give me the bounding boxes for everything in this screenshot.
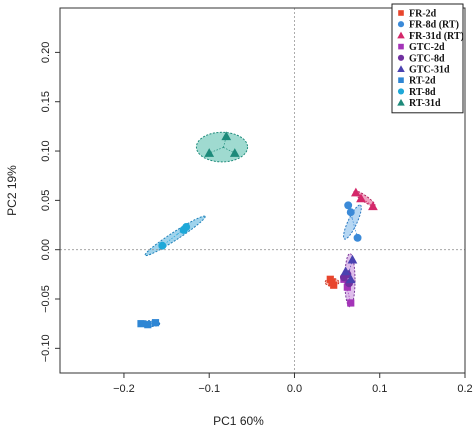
axes: −0.2 −0.1 0.0 0.1 0.2 −0.10 −0.05 0.00 0.05 0.10 0… xyxy=(5,7,473,428)
point-gtc-31d xyxy=(345,274,356,284)
point-gtc-31d xyxy=(340,266,351,276)
point-rt-2d xyxy=(151,319,160,327)
data-points xyxy=(137,131,378,329)
connector-rt-31d xyxy=(223,147,235,154)
legend-label-gtc-8d: GTC-8d xyxy=(409,53,445,64)
point-fr-8d-rt xyxy=(344,201,353,210)
legend-marker-rt-8d xyxy=(397,88,405,95)
legend-label-fr-31d-rt: FR-31d (RT) xyxy=(409,31,464,42)
point-fr-31d-rt xyxy=(356,193,366,203)
group-ellipses xyxy=(137,131,376,328)
legend-marker-rt-31d xyxy=(397,98,405,106)
point-gtc-2d xyxy=(343,283,351,291)
point-fr-8d-rt xyxy=(346,208,355,217)
y-tick-label: −0.10 xyxy=(40,334,52,362)
point-fr-8d-rt xyxy=(353,233,362,242)
legend-label-rt-2d: RT-2d xyxy=(409,76,436,87)
legend-marker-gtc-8d xyxy=(397,54,405,61)
y-tick-label: 0.05 xyxy=(40,190,52,211)
point-fr-2d xyxy=(328,278,336,286)
y-axis-label: PC2 19% xyxy=(5,165,19,216)
legend-marker-fr-31d-rt xyxy=(397,31,405,39)
x-tick-label: 0.0 xyxy=(287,383,302,395)
point-rt-31d xyxy=(221,131,232,141)
legend-marker-rt-2d xyxy=(398,77,404,83)
legend-marker-gtc-2d xyxy=(398,43,404,50)
legend-label-gtc-31d: GTC-31d xyxy=(409,65,450,76)
point-rt-31d xyxy=(229,148,240,157)
point-rt-8d xyxy=(158,241,167,250)
point-gtc-31d xyxy=(347,254,358,264)
connector-rt-31d xyxy=(209,147,224,154)
y-tick-label: 0.10 xyxy=(40,140,52,161)
point-rt-8d xyxy=(182,223,191,231)
x-tick-label: −0.2 xyxy=(113,383,135,395)
ellipse-rt-8d xyxy=(144,215,206,257)
y-tick-label: 0.20 xyxy=(40,42,52,63)
point-rt-2d xyxy=(144,321,152,329)
x-tick-label: 0.2 xyxy=(457,383,472,395)
connector-fr-8d-rt xyxy=(351,218,358,238)
legend-marker-fr-8d-rt xyxy=(397,21,405,28)
point-fr-31d-rt xyxy=(351,187,361,197)
legend-label-gtc-2d: GTC-2d xyxy=(409,42,445,53)
legend-label-fr-8d-rt: FR-8d (RT) xyxy=(409,20,459,31)
legend-marker-fr-2d xyxy=(398,10,404,16)
point-gtc-2d xyxy=(347,299,355,307)
x-tick-label: −0.1 xyxy=(198,383,220,395)
legend-label-fr-2d: FR-2d xyxy=(409,9,437,20)
ellipse-fr-8d-rt xyxy=(343,204,362,240)
y-tick-label: −0.05 xyxy=(40,285,52,313)
point-rt-31d xyxy=(204,148,215,157)
legend-marker-gtc-31d xyxy=(397,65,405,73)
x-axis-label: PC1 60% xyxy=(213,414,264,428)
legend-label-rt-8d: RT-8d xyxy=(409,87,436,98)
point-rt-2d xyxy=(137,320,145,328)
y-tick-label: 0.00 xyxy=(40,239,52,260)
point-fr-31d-rt xyxy=(368,201,378,211)
y-tick-label: 0.15 xyxy=(40,91,52,112)
legend-label-rt-31d: RT-31d xyxy=(409,98,441,109)
connector-gtc-2d xyxy=(346,289,352,304)
ellipse-rt-31d xyxy=(195,131,249,163)
x-tick-label: 0.1 xyxy=(372,383,387,395)
plot-frame xyxy=(59,7,466,374)
